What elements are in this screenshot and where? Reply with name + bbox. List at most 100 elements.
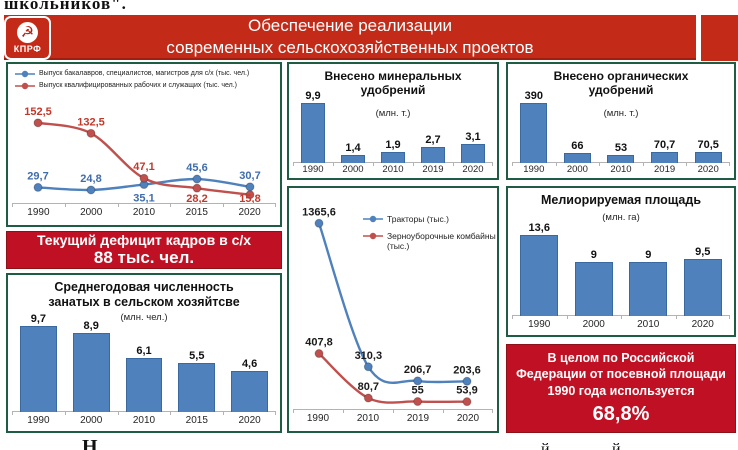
bar-value-label: 9,7 [30,313,47,325]
sown-area-banner: В целом по Российской Федерации от посев… [506,344,736,433]
bar-value-label: 8,9 [83,320,99,333]
sown-banner-line3: 1990 года используется [547,383,695,398]
axis-tick [512,162,513,166]
chart-unit: (млн. т.) [603,108,639,119]
line-chart-svg: 29,7 24,8 35,1 45,6 30,7 152,5 132,5 47,1 28,2 15… [12,106,276,205]
chart-title: Внесено минеральных удобрений [324,69,462,98]
axis-tick [64,203,66,207]
bar [460,144,486,163]
x-axis-label: 2000 [80,415,103,426]
bar [420,146,446,163]
bar [520,235,559,316]
bar-column: 3,1 [453,131,493,163]
legend-item: Тракторы (тыс.) [363,214,499,225]
chart-education-panel: Выпуск бакалавров, специалистов, магистр… [6,62,282,227]
bar-column: 9 [621,249,676,316]
x-axis-label: 2010 [382,164,404,175]
cropped-text-below-slide: Н [82,436,98,450]
x-axis-label: 2000 [80,207,103,218]
x-axis: 1990 2000 2010 2019 2020 [293,162,493,177]
x-axis-label: 2015 [185,207,208,218]
chart-mineral-panel: Внесено минеральных удобрений (млн. т.) … [287,62,499,180]
bar [629,262,668,316]
chart-title: Внесено органических удобрений [553,69,689,98]
chart-title: Мелиорируемая площадь [540,193,702,207]
x-axis-label: 2020 [238,207,261,218]
bar-column: 2,7 [413,134,453,163]
deficit-banner: Текущий дефицит кадров в с/х 88 тыс. чел… [6,231,282,269]
axis-tick [642,162,644,166]
svg-text:53,9: 53,9 [456,385,477,397]
axis-tick [729,315,730,319]
svg-text:1365,6: 1365,6 [302,206,336,218]
svg-text:45,6: 45,6 [186,162,207,174]
axis-tick [443,409,444,413]
bar-column: 4,6 [223,358,276,412]
legend-marker-icon [363,232,383,239]
bar-column: 9 [567,249,622,316]
bar-value-label: 5,5 [189,350,205,363]
legend-label: Выпуск квалифицированных рабочих и служа… [39,82,237,89]
bar-column: 9,9 [293,90,333,163]
axis-tick [117,203,119,207]
x-axis-label: 2019 [654,164,676,175]
chart-melioration-panel: Мелиорируемая площадь (млн. га) 13,6 9 9 9,… [506,186,736,337]
chart-unit: (млн. га) [602,212,640,223]
kprf-logo: ☭ КПРФ [4,16,51,60]
header-title-line2: современных сельскохозяйственных проекто… [166,37,534,57]
x-axis-label: 2020 [456,413,480,424]
svg-text:55: 55 [412,385,424,397]
deficit-banner-line1: Текущий дефицит кадров в с/х [36,232,252,248]
svg-text:132,5: 132,5 [77,116,105,128]
axis-tick [373,162,374,166]
bar-column: 9,7 [12,313,65,412]
legend-marker-icon [15,82,35,90]
axis-tick [555,162,557,166]
line-plot: 29,7 24,8 35,1 45,6 30,7 152,5 132,5 47,1 28,2 15… [12,100,276,205]
bar-column: 70,5 [686,139,730,163]
axis-tick [64,411,66,415]
axis-tick [512,315,513,319]
bar [694,152,722,163]
bar-value-label: 66 [571,139,584,152]
bar-column: 1,4 [333,142,373,163]
x-axis: 1990 2000 2010 2020 [512,315,730,334]
legend-label: Тракторы (тыс.) [387,214,449,224]
bar-column: 70,7 [643,139,687,163]
x-axis-label: 2015 [185,415,208,426]
bar-value-label: 3,1 [465,131,481,144]
x-axis-label: 2000 [342,164,364,175]
cropped-text-mark: й [541,441,550,450]
bar-column: 66 [556,140,600,163]
axis-tick [293,409,294,413]
svg-text:80,7: 80,7 [358,381,379,393]
svg-text:310,3: 310,3 [355,350,383,362]
x-axis-label: 2010 [132,207,156,218]
bars-area: 9,7 8,9 6,1 5,5 4,6 [12,309,276,412]
sown-banner-value: 68,8% [592,402,650,425]
axis-tick [675,315,677,319]
axis-tick [599,162,601,166]
bar-value-label: 70,5 [697,139,719,152]
chart-title: Среднегодовая численность занатых в сель… [48,280,240,309]
x-axis: 1990 2000 2010 2015 2020 [12,203,276,224]
svg-text:407,8: 407,8 [305,337,333,349]
hammer-and-sickle-icon: ☭ [17,22,38,43]
bar-value-label: 53 [614,141,628,154]
x-axis-label: 1990 [528,319,551,330]
bar-value-label: 9,9 [305,90,321,102]
axis-tick [170,203,172,207]
bar [683,259,722,316]
bar-column: 1,9 [373,139,413,163]
chart-legend: Тракторы (тыс.) Зерноуборочные комбайны (… [363,214,499,258]
axis-tick [393,409,394,413]
x-axis-label: 1990 [306,413,330,424]
axis-tick [275,203,276,207]
bar [19,326,57,412]
x-axis-label: 2000 [566,164,588,175]
x-axis-label: 1990 [27,415,50,426]
axis-tick [566,315,568,319]
cropped-text-mark: й [612,441,621,450]
header-banner: Обеспечение реализации современных сельс… [4,15,696,60]
axis-tick [223,203,225,207]
